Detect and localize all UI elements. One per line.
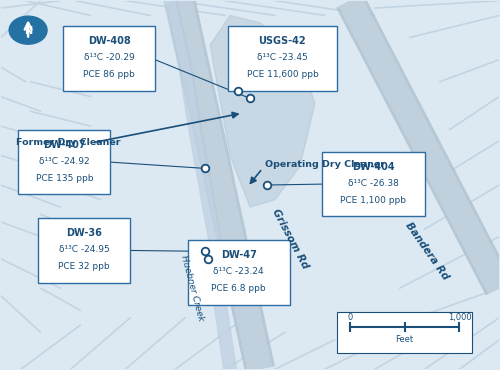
Text: δ¹³C -23.45: δ¹³C -23.45 xyxy=(257,53,308,63)
Text: Bandera Rd: Bandera Rd xyxy=(404,221,450,282)
FancyBboxPatch shape xyxy=(18,130,110,194)
FancyBboxPatch shape xyxy=(188,240,290,305)
Text: Former Dry Cleaner: Former Dry Cleaner xyxy=(16,138,120,147)
Text: 0: 0 xyxy=(347,313,352,322)
FancyBboxPatch shape xyxy=(38,218,130,283)
FancyBboxPatch shape xyxy=(63,27,156,91)
FancyBboxPatch shape xyxy=(322,152,424,216)
Text: DW-408: DW-408 xyxy=(88,37,130,47)
Text: Feet: Feet xyxy=(396,334,413,343)
Polygon shape xyxy=(210,16,315,207)
Text: δ¹³C -26.38: δ¹³C -26.38 xyxy=(348,179,399,188)
Text: PCE 86 ppb: PCE 86 ppb xyxy=(84,70,135,79)
Text: N: N xyxy=(24,26,32,36)
Text: Huebner Creek: Huebner Creek xyxy=(180,254,206,322)
Text: Operating Dry Cleaner: Operating Dry Cleaner xyxy=(265,160,385,169)
Text: Grissom Rd: Grissom Rd xyxy=(270,207,310,270)
Text: DW-404: DW-404 xyxy=(352,162,395,172)
FancyBboxPatch shape xyxy=(338,312,472,353)
Text: δ¹³C -20.29: δ¹³C -20.29 xyxy=(84,53,134,63)
FancyBboxPatch shape xyxy=(228,27,338,91)
Circle shape xyxy=(9,16,47,44)
Text: 1,000: 1,000 xyxy=(448,313,471,322)
Text: DW-36: DW-36 xyxy=(66,228,102,238)
Text: DW-47: DW-47 xyxy=(221,250,256,260)
Text: PCE 6.8 ppb: PCE 6.8 ppb xyxy=(212,284,266,293)
Text: δ¹³C -24.92: δ¹³C -24.92 xyxy=(39,157,90,166)
Text: USGS-42: USGS-42 xyxy=(258,37,306,47)
Text: PCE 1,100 ppb: PCE 1,100 ppb xyxy=(340,196,406,205)
Text: PCE 32 ppb: PCE 32 ppb xyxy=(58,262,110,271)
Text: δ¹³C -24.95: δ¹³C -24.95 xyxy=(59,245,110,254)
Text: PCE 135 ppb: PCE 135 ppb xyxy=(36,174,93,182)
Text: δ¹³C -23.24: δ¹³C -23.24 xyxy=(214,267,264,276)
Text: DW-407: DW-407 xyxy=(43,139,86,149)
Text: PCE 11,600 ppb: PCE 11,600 ppb xyxy=(246,70,318,79)
